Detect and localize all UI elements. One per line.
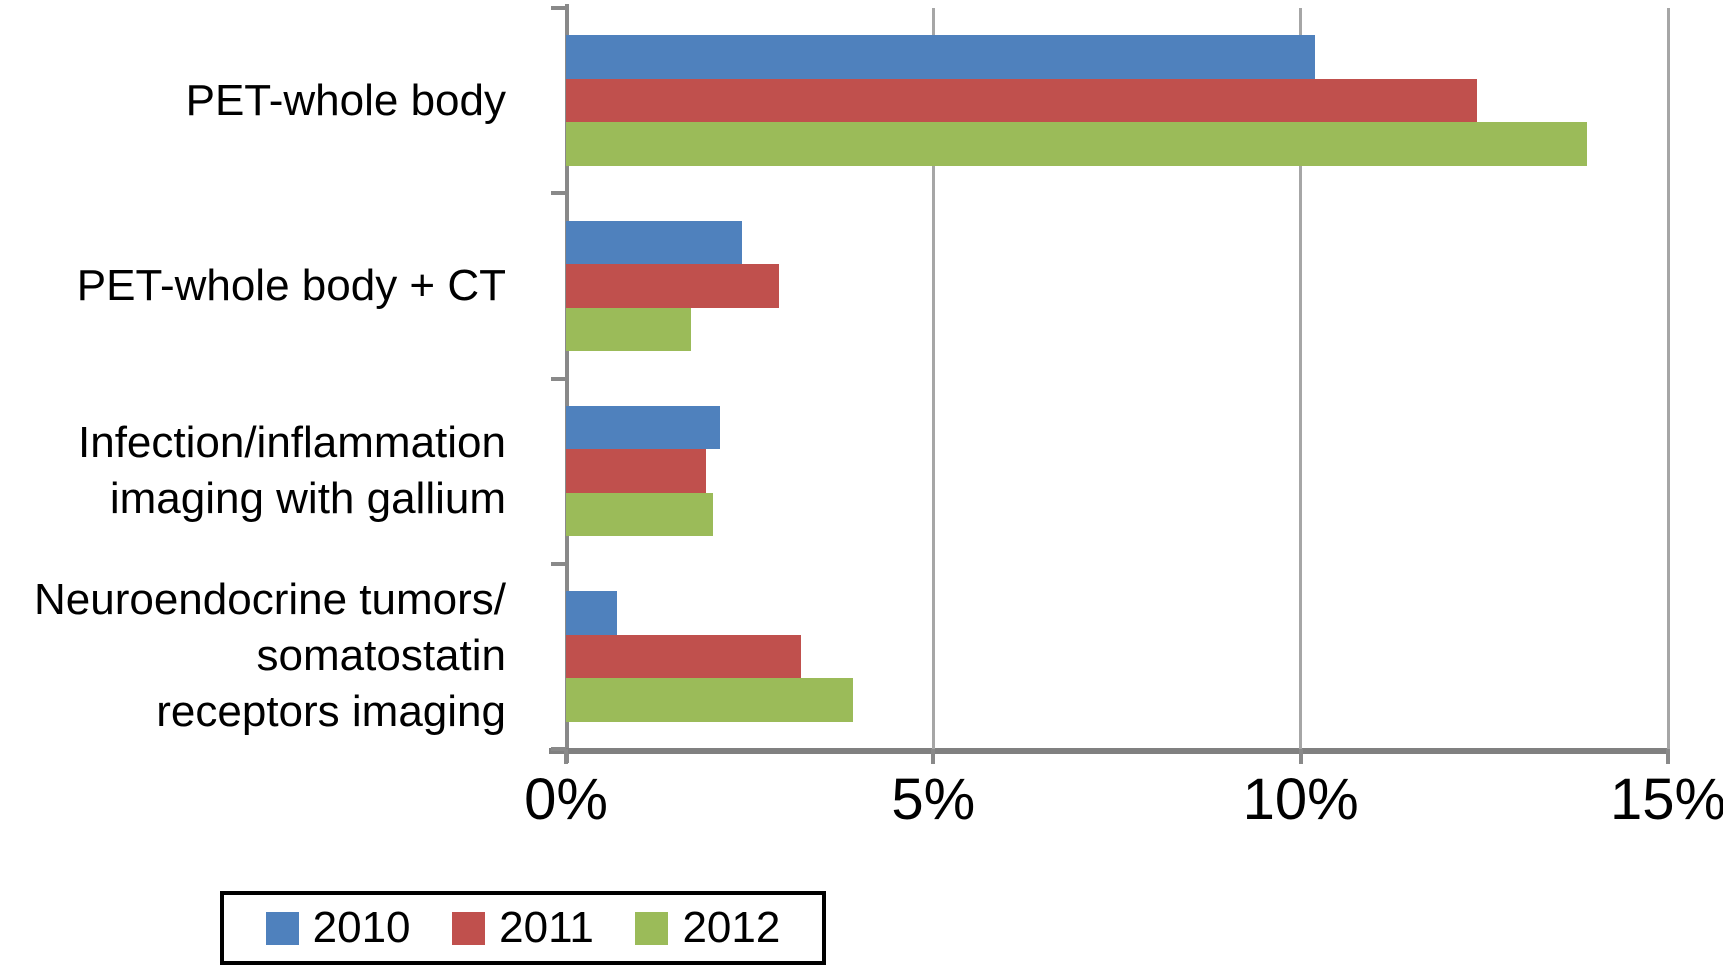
x-tick-label: 15%	[1609, 767, 1723, 832]
y-axis-tick	[551, 376, 566, 381]
x-axis-tick	[1298, 749, 1303, 764]
gridline	[931, 8, 935, 749]
category-label: Infection/inflammation imaging with galli…	[0, 379, 540, 564]
category-label-line: imaging with gallium	[109, 474, 506, 524]
legend-item-2012: 2012	[635, 903, 780, 953]
legend-swatch	[265, 911, 299, 945]
category-label-line: Neuroendocrine tumors/	[33, 575, 506, 625]
category-label-line: Infection/inflammation	[78, 418, 506, 468]
x-axis-tick	[931, 749, 936, 764]
plot-area	[549, 4, 1670, 764]
legend-label: 2011	[499, 903, 594, 952]
category-label-line: PET-whole body	[185, 75, 506, 125]
bar-2012-4	[566, 678, 853, 722]
x-tick-labels: 0% 5% 10% 15%	[524, 766, 1723, 836]
x-axis-tick	[564, 749, 568, 764]
legend-swatch	[452, 911, 486, 945]
y-axis-tick	[551, 747, 566, 751]
category-label-line: somatostatin	[256, 631, 506, 681]
bar-2010-2	[566, 220, 743, 265]
category-label-line: receptors imaging	[156, 687, 506, 737]
category-label: Neuroendocrine tumors/somatostatin recept…	[0, 564, 540, 749]
x-axis	[549, 748, 1668, 754]
category-label-line: PET-whole body + CT	[76, 260, 506, 310]
bar-2011-1	[566, 78, 1477, 123]
category-label: PET-whole body	[0, 8, 540, 193]
bar-2012-1	[566, 122, 1588, 166]
legend: 2010 2011 2012	[220, 891, 826, 965]
legend-label: 2012	[682, 903, 781, 952]
legend-item-2010: 2010	[265, 903, 411, 953]
x-tick-label: 5%	[891, 767, 976, 832]
x-tick-label: 0%	[524, 767, 608, 832]
legend-item-2011: 2011	[452, 903, 594, 953]
bar-2011-4	[566, 634, 802, 679]
bar-2011-2	[566, 264, 780, 308]
bar-2010-1	[566, 35, 1316, 79]
bar-2010-4	[566, 591, 618, 635]
gridline	[1299, 8, 1303, 749]
x-tick-label: 10%	[1242, 767, 1359, 832]
y-axis	[565, 4, 569, 763]
category-label: PET-whole body + CT	[0, 193, 540, 378]
category-axis: PET-whole body PET-whole body + CT Infecti…	[0, 8, 540, 749]
bar-2011-3	[566, 449, 706, 493]
bar-2012-3	[566, 492, 713, 537]
y-axis-tick	[551, 191, 566, 196]
bar-2012-2	[566, 307, 691, 352]
legend-label: 2010	[312, 903, 411, 952]
bar-2010-3	[566, 405, 721, 450]
legend-swatch	[635, 911, 669, 945]
y-axis-tick	[551, 6, 566, 10]
y-axis-tick	[551, 561, 566, 566]
x-axis-tick	[1666, 749, 1670, 764]
gridline	[1666, 8, 1670, 749]
